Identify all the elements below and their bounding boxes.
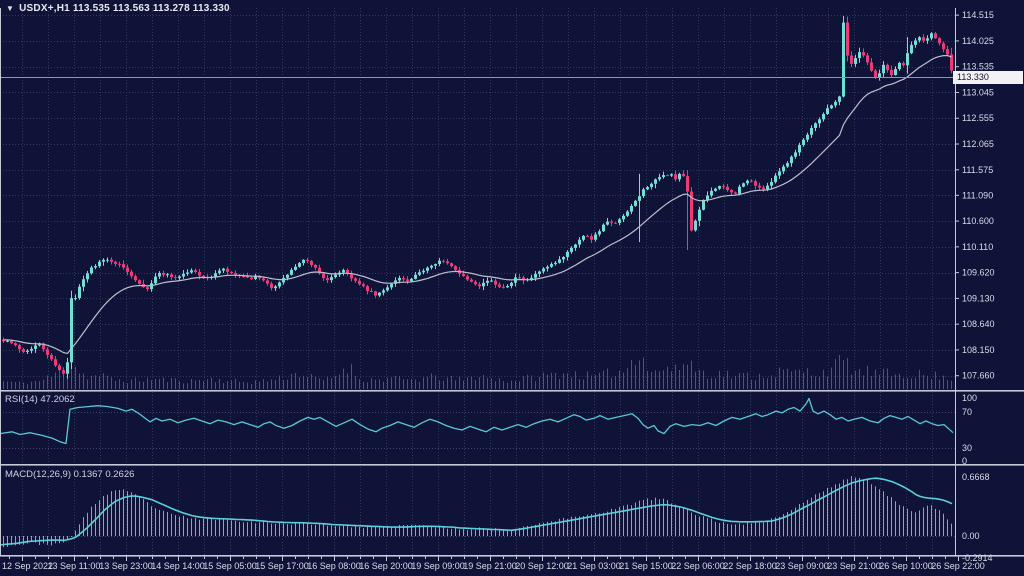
rsi-axis-labels: 100 70 30 0 <box>962 393 977 466</box>
symbol-ohlc-line: USDX+,H1 113.535 113.563 113.278 113.330 <box>19 3 230 14</box>
svg-text:70: 70 <box>962 407 972 417</box>
svg-text:111.090: 111.090 <box>962 190 993 200</box>
svg-text:109.130: 109.130 <box>962 293 995 303</box>
svg-text:23 Sep 21:00: 23 Sep 21:00 <box>827 561 881 571</box>
svg-text:110.600: 110.600 <box>962 216 994 226</box>
svg-text:110.110: 110.110 <box>962 242 993 252</box>
svg-text:111.575: 111.575 <box>962 165 993 175</box>
svg-text:14 Sep 14:00: 14 Sep 14:00 <box>151 561 205 571</box>
chart-header: ▼ USDX+,H1 113.535 113.563 113.278 113.3… <box>6 3 230 14</box>
svg-text:22 Sep 18:00: 22 Sep 18:00 <box>723 561 777 571</box>
svg-text:19 Sep 21:00: 19 Sep 21:00 <box>463 561 517 571</box>
svg-text:13 Sep 11:00: 13 Sep 11:00 <box>48 561 101 571</box>
svg-text:21 Sep 15:00: 21 Sep 15:00 <box>619 561 673 571</box>
indicator-level-lines <box>0 412 955 537</box>
svg-text:114.025: 114.025 <box>962 36 994 46</box>
macd-indicator-label: MACD(12,26,9) 0.1367 0.2626 <box>5 469 135 480</box>
svg-text:109.620: 109.620 <box>962 268 995 278</box>
svg-text:12 Sep 2022: 12 Sep 2022 <box>2 561 53 571</box>
panel-separators[interactable] <box>0 390 1024 557</box>
svg-text:26 Sep 22:00: 26 Sep 22:00 <box>931 561 985 571</box>
svg-text:15 Sep 17:00: 15 Sep 17:00 <box>255 561 309 571</box>
svg-text:112.555: 112.555 <box>962 113 994 123</box>
svg-text:19 Sep 09:00: 19 Sep 09:00 <box>411 561 465 571</box>
svg-text:113.535: 113.535 <box>962 62 994 72</box>
svg-text:16 Sep 20:00: 16 Sep 20:00 <box>359 561 413 571</box>
rsi-line <box>0 397 954 445</box>
svg-text:16 Sep 08:00: 16 Sep 08:00 <box>307 561 361 571</box>
svg-text:26 Sep 10:00: 26 Sep 10:00 <box>879 561 933 571</box>
svg-text:23 Sep 09:00: 23 Sep 09:00 <box>775 561 829 571</box>
macd-axis-labels: 0.6668 0.00 -0.2914 <box>962 472 993 563</box>
svg-text:108.150: 108.150 <box>962 345 995 355</box>
svg-text:0.6668: 0.6668 <box>962 472 990 482</box>
current-price-badge: 113.330 <box>953 71 1023 84</box>
svg-text:15 Sep 05:00: 15 Sep 05:00 <box>203 561 257 571</box>
moving-average-line <box>3 55 952 355</box>
price-axis-labels: 114.515 114.025 113.535 113.045 112.555 112.0… <box>955 10 995 381</box>
svg-text:0.00: 0.00 <box>962 531 980 541</box>
svg-text:108.640: 108.640 <box>962 319 995 329</box>
rsi-indicator-label: RSI(14) 47.2062 <box>5 394 75 405</box>
svg-text:112.065: 112.065 <box>962 139 994 149</box>
svg-text:113.045: 113.045 <box>962 87 994 97</box>
svg-text:100: 100 <box>962 393 977 403</box>
svg-text:21 Sep 03:00: 21 Sep 03:00 <box>567 561 621 571</box>
svg-text:30: 30 <box>962 443 972 453</box>
svg-text:22 Sep 06:00: 22 Sep 06:00 <box>671 561 725 571</box>
macd-histogram <box>3 476 952 548</box>
svg-text:0: 0 <box>962 456 967 466</box>
svg-text:-0.2914: -0.2914 <box>962 553 993 563</box>
volume-bars <box>3 354 952 389</box>
svg-text:114.515: 114.515 <box>962 10 994 20</box>
symbol-dropdown-icon[interactable]: ▼ <box>6 4 15 13</box>
macd-signal-line <box>0 477 953 546</box>
svg-text:20 Sep 12:00: 20 Sep 12:00 <box>515 561 569 571</box>
svg-text:13 Sep 23:00: 13 Sep 23:00 <box>99 561 153 571</box>
svg-text:107.660: 107.660 <box>962 371 995 381</box>
